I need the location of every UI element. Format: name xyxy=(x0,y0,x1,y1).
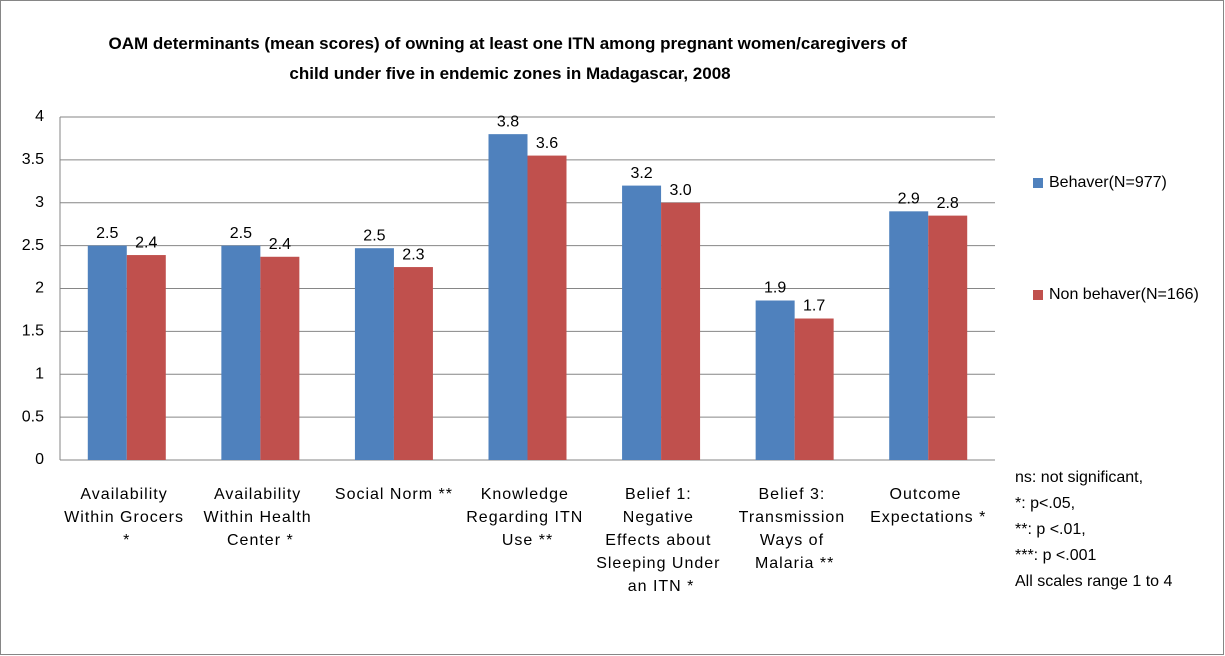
bar xyxy=(889,211,929,460)
bar xyxy=(755,300,795,460)
note: ***: p <.001 xyxy=(1015,547,1097,564)
bar xyxy=(622,185,662,460)
y-tick-label: 4 xyxy=(35,108,44,125)
note: **: p <.01, xyxy=(1015,521,1086,538)
bar xyxy=(527,155,567,460)
value-label: 1.7 xyxy=(803,298,825,315)
value-label: 2.5 xyxy=(230,225,252,242)
bar xyxy=(794,318,834,460)
bar xyxy=(260,256,300,460)
x-tick-label: Outcome Expectations * xyxy=(870,486,986,526)
bar xyxy=(354,248,394,460)
note: *: p<.05, xyxy=(1015,495,1075,512)
value-label: 3.2 xyxy=(630,165,652,182)
y-tick-label: 2 xyxy=(35,280,44,297)
bar xyxy=(126,255,166,460)
y-tick-label: 3 xyxy=(35,194,44,211)
value-label: 2.4 xyxy=(135,234,157,251)
value-label: 2.9 xyxy=(898,191,920,208)
chart-title: OAM determinants (mean scores) of owning… xyxy=(109,34,912,83)
y-tick-label: 1.5 xyxy=(22,323,44,340)
value-label: 2.8 xyxy=(937,195,959,212)
x-tick-label: Knowledge Regarding ITN Use ** xyxy=(466,486,589,549)
x-tick-label: Belief 3: Transmission Ways of Malaria *… xyxy=(739,486,851,572)
y-tick-label: 2.5 xyxy=(22,237,44,254)
note: ns: not significant, xyxy=(1015,469,1143,486)
bar xyxy=(928,215,968,460)
legend-label: Behaver(N=977) xyxy=(1049,174,1167,191)
value-label: 1.9 xyxy=(764,280,786,297)
bar xyxy=(221,245,261,460)
bar xyxy=(87,245,127,460)
legend-swatch xyxy=(1033,178,1043,188)
x-tick-label: Availability Within Health Center * xyxy=(204,486,318,549)
x-tick-label: Social Norm ** xyxy=(335,486,453,503)
value-label: 2.5 xyxy=(96,225,118,242)
y-tick-label: 3.5 xyxy=(22,151,44,168)
value-label: 3.6 xyxy=(536,135,558,152)
value-label: 3.0 xyxy=(669,182,691,199)
bar xyxy=(488,134,528,460)
value-label: 2.4 xyxy=(269,236,291,253)
value-label: 2.3 xyxy=(402,246,424,263)
value-label: 2.5 xyxy=(363,227,385,244)
x-tick-label: Availability Within Grocers * xyxy=(64,486,189,549)
y-tick-label: 0.5 xyxy=(22,408,44,425)
value-label: 3.8 xyxy=(497,113,519,130)
legend-label: Non behaver(N=166) xyxy=(1049,286,1199,303)
bar xyxy=(393,267,433,460)
x-tick-label: Belief 1: Negative Effects about Sleepin… xyxy=(596,486,726,595)
note: All scales range 1 to 4 xyxy=(1015,573,1173,590)
y-tick-label: 1 xyxy=(35,365,44,382)
y-tick-label: 0 xyxy=(35,451,44,468)
bar xyxy=(661,202,701,460)
legend-swatch xyxy=(1033,290,1043,300)
